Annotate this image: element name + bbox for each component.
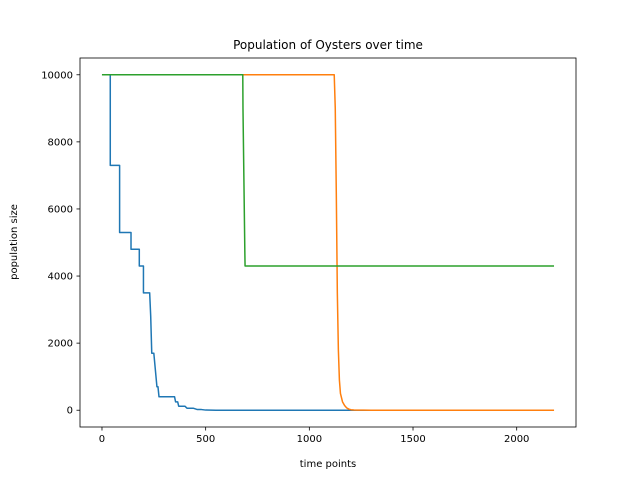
y-tick-label: 8000 [48, 137, 73, 148]
x-tick-label: 2000 [504, 434, 529, 445]
x-axis-label: time points [300, 459, 356, 470]
y-tick-label: 6000 [48, 204, 73, 215]
plot-frame [79, 57, 577, 428]
chart-title: Population of Oysters over time [233, 38, 423, 52]
x-tick-label: 500 [196, 434, 215, 445]
x-tick-label: 1500 [400, 434, 425, 445]
series-layer [101, 74, 555, 411]
y-axis: 0 2000 4000 6000 8000 10000 [41, 70, 80, 417]
x-tick-label: 0 [99, 434, 105, 445]
series-line-2 [101, 74, 555, 411]
y-tick-label: 10000 [41, 70, 73, 81]
x-tick-label: 1000 [297, 434, 322, 445]
y-tick-label: 4000 [48, 272, 73, 283]
series-line-1 [101, 74, 555, 411]
x-axis: 0 500 1000 1500 2000 [99, 427, 529, 445]
series-line-3 [101, 74, 555, 267]
y-tick-label: 0 [67, 406, 73, 417]
y-axis-label: population size [9, 204, 20, 280]
y-tick-label: 2000 [48, 339, 73, 350]
